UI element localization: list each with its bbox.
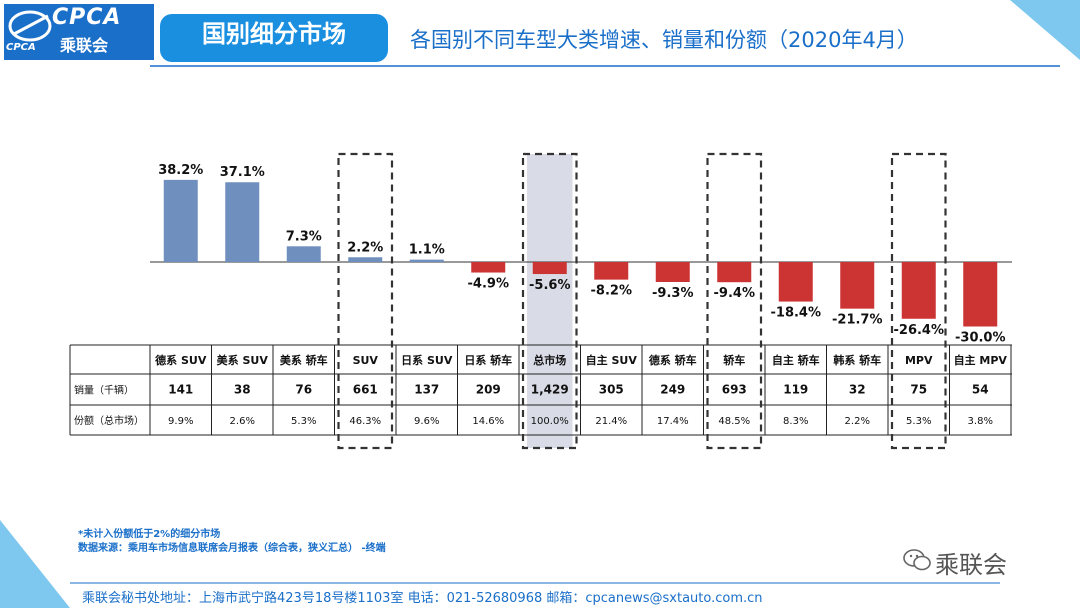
table-cell: 9.6%	[414, 416, 439, 427]
bar	[840, 262, 875, 309]
bar	[286, 246, 321, 262]
footnote-share: *未计入份额低于2%的细分市场	[78, 529, 221, 540]
table-cell: 54	[972, 383, 989, 397]
bar-value-label: -9.3%	[652, 286, 693, 301]
table-cell: 119	[783, 383, 808, 397]
category-label: 美系 SUV	[217, 353, 269, 367]
table-cell: 100.0%	[531, 416, 569, 427]
bar	[409, 259, 444, 262]
table-cell: 5.3%	[291, 416, 316, 427]
table-cell: 76	[295, 383, 312, 397]
highlight-box	[890, 152, 947, 450]
table-cell: 14.6%	[472, 416, 504, 427]
category-label: 自主 SUV	[586, 353, 638, 367]
row-label: 份额（总市场）	[74, 414, 144, 427]
category-label: 自主 MPV	[954, 353, 1008, 367]
table-cell: 141	[168, 383, 193, 397]
bar	[163, 179, 198, 262]
category-label: 德系 SUV	[154, 353, 207, 367]
section-title: 国别细分市场	[202, 20, 346, 48]
page-subtitle: 各国别不同车型大类增速、销量和份额（2020年4月）	[410, 28, 918, 52]
category-label: MPV	[905, 354, 933, 367]
bar-value-label: -9.4%	[714, 286, 755, 301]
table-cell: 48.5%	[718, 416, 750, 427]
bar	[655, 262, 690, 282]
category-label: 美系 轿车	[280, 353, 328, 367]
table-cell: 5.3%	[906, 416, 931, 427]
category-label: 日系 轿车	[464, 353, 512, 367]
bar-value-label: -21.7%	[832, 313, 883, 328]
bar	[963, 262, 998, 327]
footer-contact: 乘联会秘书处地址：上海市武宁路423号18号楼1103室 电话：021-5268…	[82, 591, 763, 606]
highlight-box	[706, 152, 763, 450]
table-cell: 9.9%	[168, 416, 193, 427]
section-title-pill	[160, 14, 388, 62]
table-cell: 46.3%	[349, 416, 381, 427]
table-cell: 2.6%	[230, 416, 255, 427]
bar	[471, 262, 506, 273]
table-cell: 17.4%	[657, 416, 689, 427]
bar-value-label: 7.3%	[286, 229, 322, 244]
bar	[901, 262, 936, 319]
bar-value-label: -5.6%	[529, 278, 570, 293]
table-cell: 38	[234, 383, 251, 397]
wechat-watermark: 乘联会	[935, 551, 1007, 579]
table-cell: 2.2%	[845, 416, 870, 427]
bar	[348, 257, 383, 262]
table-cell: 8.3%	[783, 416, 808, 427]
table-cell: 661	[353, 383, 378, 397]
table-cell: 249	[660, 383, 685, 397]
bar-value-label: -26.4%	[894, 323, 945, 338]
table-cell: 693	[722, 383, 747, 397]
bar-value-label: 38.2%	[158, 163, 203, 178]
bar	[225, 182, 260, 262]
table-cell: 21.4%	[595, 416, 627, 427]
category-label: 自主 轿车	[772, 353, 820, 367]
table-cell: 75	[910, 383, 927, 397]
bar	[594, 262, 629, 280]
table-cell: 32	[849, 383, 866, 397]
category-label: SUV	[353, 354, 379, 367]
bar-value-label: -30.0%	[955, 331, 1006, 346]
bar-value-label: 2.2%	[347, 240, 383, 255]
header-bar	[0, 0, 1080, 67]
category-label: 日系 SUV	[401, 353, 453, 367]
bar	[717, 262, 752, 283]
highlight-box	[521, 152, 578, 450]
logo-cn-text: 乘联会	[60, 36, 109, 55]
logo-abbr-text: CPCA	[6, 42, 36, 53]
table-cell: 1,429	[531, 383, 569, 397]
bar	[778, 262, 813, 302]
footer-divider	[70, 582, 1000, 584]
row-label: 销量（千辆）	[74, 384, 134, 397]
bar-value-label: -4.9%	[468, 277, 509, 292]
logo-text: CPCA	[52, 5, 122, 30]
bar	[532, 262, 567, 275]
table-cell: 3.8%	[968, 416, 993, 427]
table-cell: 305	[599, 383, 624, 397]
cpca-logo	[4, 4, 154, 60]
table-cell: 209	[476, 383, 501, 397]
corner-decoration	[0, 520, 70, 608]
category-label: 韩系 轿车	[833, 353, 881, 367]
wechat-icon	[903, 549, 931, 571]
bar-value-label: -8.2%	[591, 284, 632, 299]
category-label: 总市场	[533, 353, 566, 367]
shaded-column-bg	[527, 154, 573, 448]
bar-value-label: -18.4%	[771, 306, 822, 321]
bar-value-label: 37.1%	[220, 165, 265, 180]
footnote-source: 数据来源：乘用车市场信息联席会月报表（综合表，狭义汇总） -终端	[78, 543, 386, 554]
category-label: 德系 轿车	[648, 353, 697, 367]
category-label: 轿车	[723, 353, 745, 367]
table-cell: 137	[414, 383, 439, 397]
bar-value-label: 1.1%	[409, 243, 445, 258]
highlight-box	[337, 152, 394, 450]
